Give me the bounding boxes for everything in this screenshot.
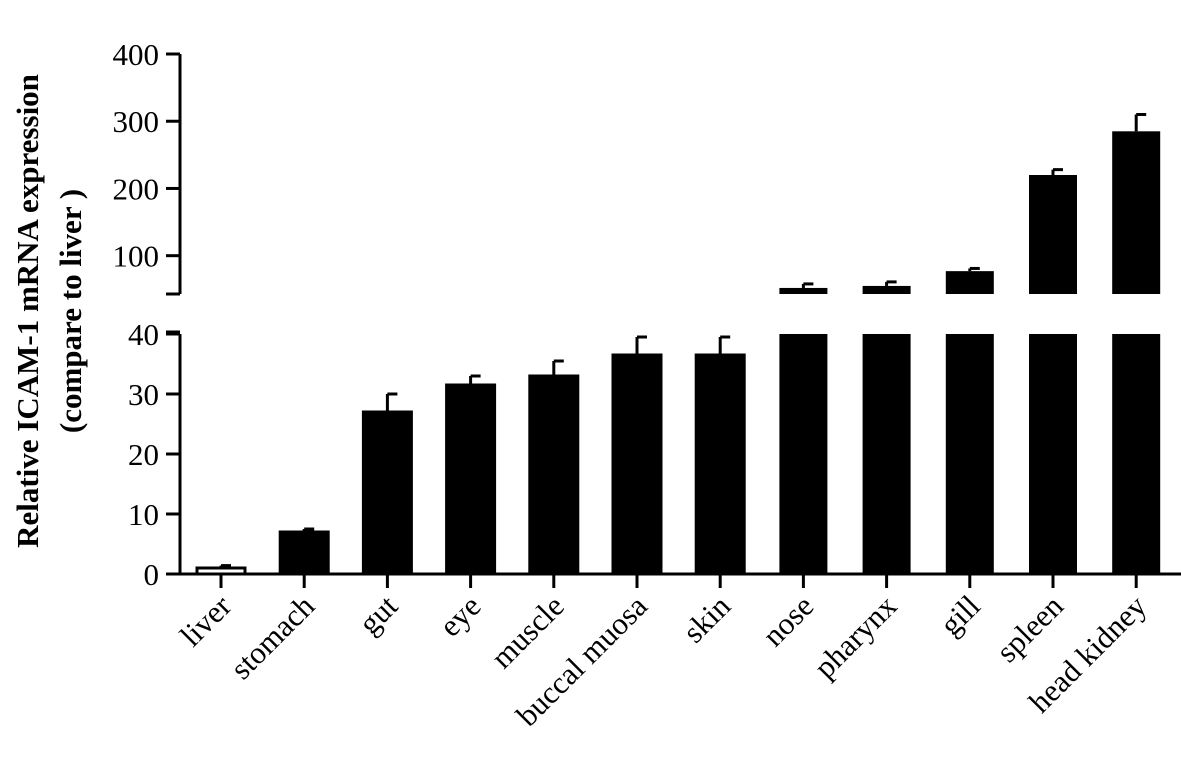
x-tick-label: eye [432, 588, 487, 643]
y-tick-label: 400 [113, 37, 160, 72]
bar [361, 410, 413, 576]
y-tick-label: 0 [144, 557, 160, 592]
bar-upper [862, 285, 911, 294]
x-tick-label: skin [676, 588, 738, 650]
bar [445, 383, 497, 576]
bar-upper [945, 271, 994, 294]
x-tick-label: gut [352, 588, 405, 641]
bar [278, 530, 330, 576]
bar-upper [779, 287, 828, 294]
x-tick-label: spleen [989, 588, 1070, 669]
y-axis-title-line-2: (compare to liver ) [53, 189, 88, 433]
y-tick-label: 100 [113, 239, 160, 274]
y-tick-label: 20 [128, 437, 159, 472]
y-tick-label: 40 [128, 317, 159, 352]
y-axis-title-line-1: Relative ICAM-1 mRNA expression [10, 74, 45, 548]
bar [694, 353, 746, 576]
x-tick-label: nose [755, 588, 820, 653]
bar-lower [1112, 334, 1161, 574]
bar [611, 353, 663, 576]
y-tick-label: 10 [128, 497, 159, 532]
y-tick-label: 30 [128, 377, 159, 412]
x-tick-label: stomach [223, 588, 321, 686]
bar-lower [862, 334, 911, 574]
bar-lower [779, 334, 828, 574]
bar-upper [1029, 175, 1077, 294]
bar-lower [945, 334, 994, 574]
x-tick-label: liver [173, 588, 238, 653]
bar [528, 374, 580, 576]
bar [195, 566, 247, 576]
bar-upper [1112, 131, 1161, 294]
bar-lower [1029, 334, 1077, 574]
x-tick-label: gill [933, 588, 987, 642]
x-tick-label: pharynx [807, 588, 904, 685]
y-tick-label: 200 [113, 171, 160, 206]
y-tick-label: 300 [113, 104, 160, 139]
